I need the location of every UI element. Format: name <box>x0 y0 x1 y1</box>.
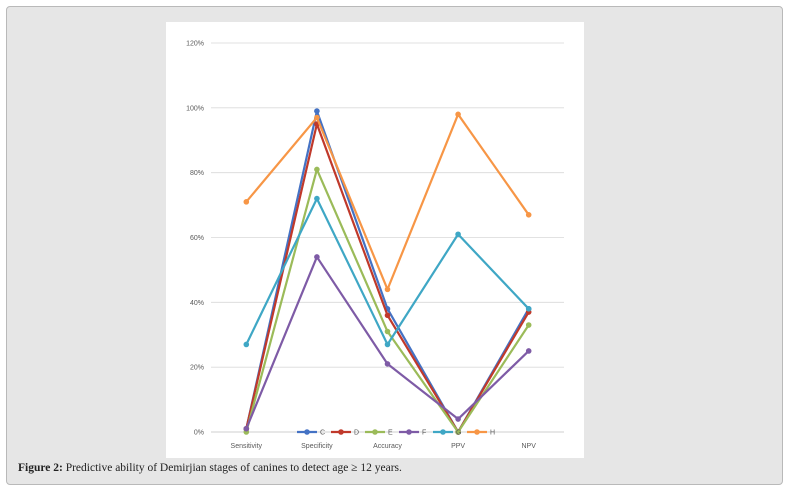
data-point <box>455 416 461 422</box>
series-g <box>243 195 532 348</box>
y-tick-label: 0% <box>194 430 204 437</box>
x-axis-tick-labels: Sensitivity Specificity Accuracy PPV NPV <box>231 443 537 450</box>
data-point <box>314 166 320 173</box>
y-tick-label: 100% <box>186 105 204 112</box>
data-point <box>525 212 532 218</box>
caption-text: Predictive ability of Demirjian stages o… <box>62 462 402 474</box>
legend-label: F <box>422 430 426 437</box>
legend-label: D <box>354 430 359 437</box>
figure-frame: 0% 20% 40% 60% 80% 100% 120% Sensitivity Specif… <box>6 6 783 485</box>
data-point <box>455 111 461 118</box>
legend-label: G <box>456 430 461 437</box>
x-tick-label: NPV <box>521 443 536 450</box>
series-e <box>243 166 532 435</box>
x-tick-label: PPV <box>451 443 465 450</box>
x-tick-label: Sensitivity <box>231 443 263 450</box>
chart-panel: 0% 20% 40% 60% 80% 100% 120% Sensitivity Specif… <box>166 22 584 458</box>
data-point <box>384 341 391 348</box>
legend-item: H <box>467 429 495 437</box>
data-point <box>314 114 320 121</box>
data-point <box>384 361 391 367</box>
x-tick-label: Specificity <box>301 443 333 450</box>
legend-label: H <box>490 430 495 437</box>
data-point <box>384 312 391 319</box>
legend-label: E <box>388 430 393 437</box>
y-tick-label: 60% <box>190 235 204 242</box>
data-point <box>243 199 250 205</box>
data-point <box>384 286 391 293</box>
caption-label: Figure 2: <box>18 462 63 474</box>
line-chart: 0% 20% 40% 60% 80% 100% 120% Sensitivity Specif… <box>186 41 564 450</box>
series-f <box>243 254 532 432</box>
data-point <box>455 231 461 238</box>
y-tick-label: 20% <box>190 365 204 372</box>
legend-swatch-marker <box>338 429 344 435</box>
legend-swatch-marker <box>406 429 412 435</box>
y-tick-label: 120% <box>186 41 204 48</box>
data-point <box>525 306 532 312</box>
legend-swatch-marker <box>440 429 446 435</box>
data-point <box>525 322 532 328</box>
x-tick-label: Accuracy <box>373 443 402 450</box>
series-h <box>243 111 532 293</box>
legend-item: C <box>297 429 325 437</box>
series-lines <box>243 108 532 435</box>
data-point <box>314 108 320 114</box>
grid-lines <box>211 42 564 433</box>
data-point <box>314 254 320 260</box>
data-point <box>243 341 250 348</box>
data-point <box>243 425 250 432</box>
legend-item: D <box>331 429 359 437</box>
legend-item: F <box>399 429 426 437</box>
legend-swatch-marker <box>372 429 378 435</box>
data-point <box>384 328 391 335</box>
legend-swatch-marker <box>474 429 480 435</box>
legend-item: E <box>365 429 393 437</box>
data-point <box>314 195 320 202</box>
legend: C D E F G H <box>297 429 495 437</box>
y-tick-label: 40% <box>190 300 204 307</box>
legend-label: C <box>320 430 325 437</box>
legend-item: G <box>433 429 461 437</box>
legend-swatch-marker <box>304 429 310 435</box>
y-axis-tick-labels: 0% 20% 40% 60% 80% 100% 120% <box>186 41 204 437</box>
data-point <box>455 429 461 435</box>
figure-caption: Figure 2: Predictive ability of Demirjia… <box>18 462 402 474</box>
data-point <box>525 348 532 354</box>
y-tick-label: 80% <box>190 170 204 177</box>
